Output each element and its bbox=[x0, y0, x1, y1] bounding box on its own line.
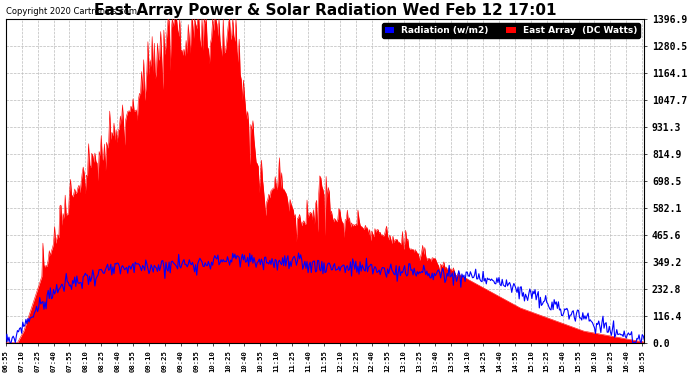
Title: East Array Power & Solar Radiation Wed Feb 12 17:01: East Array Power & Solar Radiation Wed F… bbox=[94, 3, 556, 18]
Text: Copyright 2020 Cartronics.com: Copyright 2020 Cartronics.com bbox=[6, 7, 137, 16]
Legend: Radiation (w/m2), East Array  (DC Watts): Radiation (w/m2), East Array (DC Watts) bbox=[382, 24, 640, 38]
